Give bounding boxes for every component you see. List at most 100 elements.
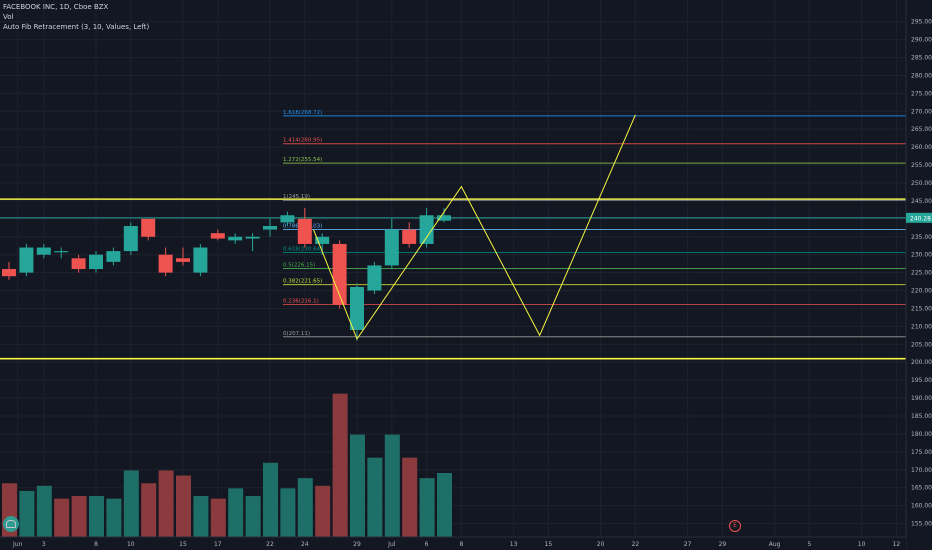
fib-retracement: 1.618(268.72) 1.414(260.95) 1.272(255.54) 1… — [283, 110, 906, 338]
candle-body — [141, 218, 156, 237]
volume-bar — [176, 475, 191, 537]
fib-level-label: 0.618(230.64) — [283, 246, 322, 252]
time-tick-label: 22 — [632, 541, 640, 548]
volume-bar — [315, 485, 331, 537]
time-tick-label: 8 — [94, 541, 98, 548]
fib-level-label: 1.272(255.54) — [283, 157, 322, 163]
time-tick-label: 10 — [127, 541, 135, 548]
volume-bar — [141, 483, 157, 537]
candle-body — [71, 258, 86, 270]
candle-body — [263, 226, 277, 230]
candle-body — [367, 265, 382, 291]
current-price-label: 240.28 — [910, 215, 931, 222]
chart-legend: FACEBOOK INC, 1D, Cboe BZX Vol Auto Fib … — [3, 2, 149, 32]
price-tick-label: 160.00 — [911, 503, 932, 510]
volume-bars — [2, 393, 452, 537]
price-tick-label: 170.00 — [911, 467, 932, 474]
time-tick-label: 3 — [42, 541, 46, 548]
candle-body — [54, 251, 69, 253]
pattern-drawing — [313, 114, 636, 340]
time-tick-label: 29 — [719, 541, 727, 548]
price-axis-bg — [906, 0, 932, 550]
volume-legend: Vol — [3, 13, 14, 21]
candle-body — [419, 215, 434, 244]
price-tick-label: 255.00 — [911, 162, 932, 169]
fib-legend: Auto Fib Retracement (3, 10, Values, Lef… — [3, 23, 150, 31]
price-tick-label: 280.00 — [911, 72, 932, 79]
candle-body — [228, 236, 243, 241]
price-tick-label: 230.00 — [911, 252, 932, 259]
volume-bar — [367, 457, 383, 537]
candle-body — [89, 254, 103, 270]
price-tick-label: 235.00 — [911, 234, 932, 241]
time-tick-label: 15 — [179, 541, 187, 548]
current-price-tag — [906, 212, 932, 223]
time-tick-label: 24 — [301, 541, 309, 548]
time-tick-label: 13 — [510, 541, 518, 548]
fib-level-label: 0.382(221.65) — [283, 279, 322, 285]
volume-bar — [210, 498, 226, 537]
volume-bar — [402, 457, 418, 537]
volume-bar — [158, 470, 174, 537]
candle-body — [176, 258, 190, 262]
volume-bar — [89, 496, 104, 537]
volume-bar — [245, 496, 261, 537]
volume-bar — [228, 488, 244, 537]
price-tick-label: 195.00 — [911, 377, 932, 384]
price-tick-label: 275.00 — [911, 90, 932, 97]
volume-bar — [106, 498, 122, 537]
price-tick-label: 250.00 — [911, 180, 932, 187]
price-tick-label: 215.00 — [911, 305, 932, 312]
volume-bar — [193, 496, 209, 537]
price-tick-label: 265.00 — [911, 126, 932, 133]
fib-level-label: 0.236(216.1) — [283, 299, 319, 305]
price-tick-label: 165.00 — [911, 485, 932, 492]
volume-bar — [437, 473, 452, 537]
price-tick-label: 200.00 — [911, 359, 932, 366]
candle-body — [297, 218, 312, 244]
candle-body — [210, 233, 225, 239]
fib-level-label: 1.618(268.72) — [283, 110, 322, 116]
candlesticks — [2, 208, 451, 341]
time-tick-label: 5 — [807, 541, 811, 548]
symbol-title: FACEBOOK INC, 1D, Cboe BZX — [3, 3, 109, 11]
fib-level-label: 0.5(226.15) — [283, 262, 315, 268]
time-axis: Jun 3 8 10 15 17 22 24 29 Jul 6 8 13 15 20 22 27 29 Aug 5 10… — [0, 536, 906, 550]
time-tick-label: Aug — [769, 541, 781, 548]
volume-bar — [297, 478, 313, 537]
candle-body — [350, 286, 364, 330]
candle-body — [158, 254, 173, 273]
volume-bar — [280, 488, 296, 537]
horizontal-lines — [0, 198, 906, 360]
candle-body — [123, 226, 138, 252]
price-tick-label: 180.00 — [911, 431, 932, 438]
earnings-marker[interactable]: E — [729, 520, 741, 532]
volume-bar — [332, 393, 348, 537]
candle-body — [19, 247, 34, 273]
price-tick-label: 190.00 — [911, 395, 932, 402]
candle-body — [193, 247, 208, 273]
price-tick-label: 245.00 — [911, 198, 932, 205]
volume-bar — [263, 462, 278, 537]
volume-bar — [36, 485, 52, 537]
price-tick-label: 270.00 — [911, 108, 932, 115]
candle-body — [280, 215, 295, 223]
candle-body — [106, 251, 121, 262]
price-tick-label: 205.00 — [911, 341, 932, 348]
time-axis-bg — [0, 537, 906, 550]
tradingview-logo-icon[interactable] — [3, 516, 19, 532]
time-tick-label: 20 — [597, 541, 605, 548]
price-tick-label: 295.00 — [911, 19, 932, 26]
candle-body — [315, 236, 330, 244]
volume-bar — [123, 470, 139, 537]
time-tick-label: 17 — [214, 541, 222, 548]
time-tick-label: 12 — [893, 541, 901, 548]
time-tick-label: 10 — [858, 541, 866, 548]
time-tick-label: 8 — [459, 541, 463, 548]
time-tick-label: 22 — [266, 541, 274, 548]
candle-body — [384, 229, 399, 266]
candle-body — [36, 247, 51, 255]
price-tick-label: 225.00 — [911, 270, 932, 277]
price-tick-label: 220.00 — [911, 288, 932, 295]
